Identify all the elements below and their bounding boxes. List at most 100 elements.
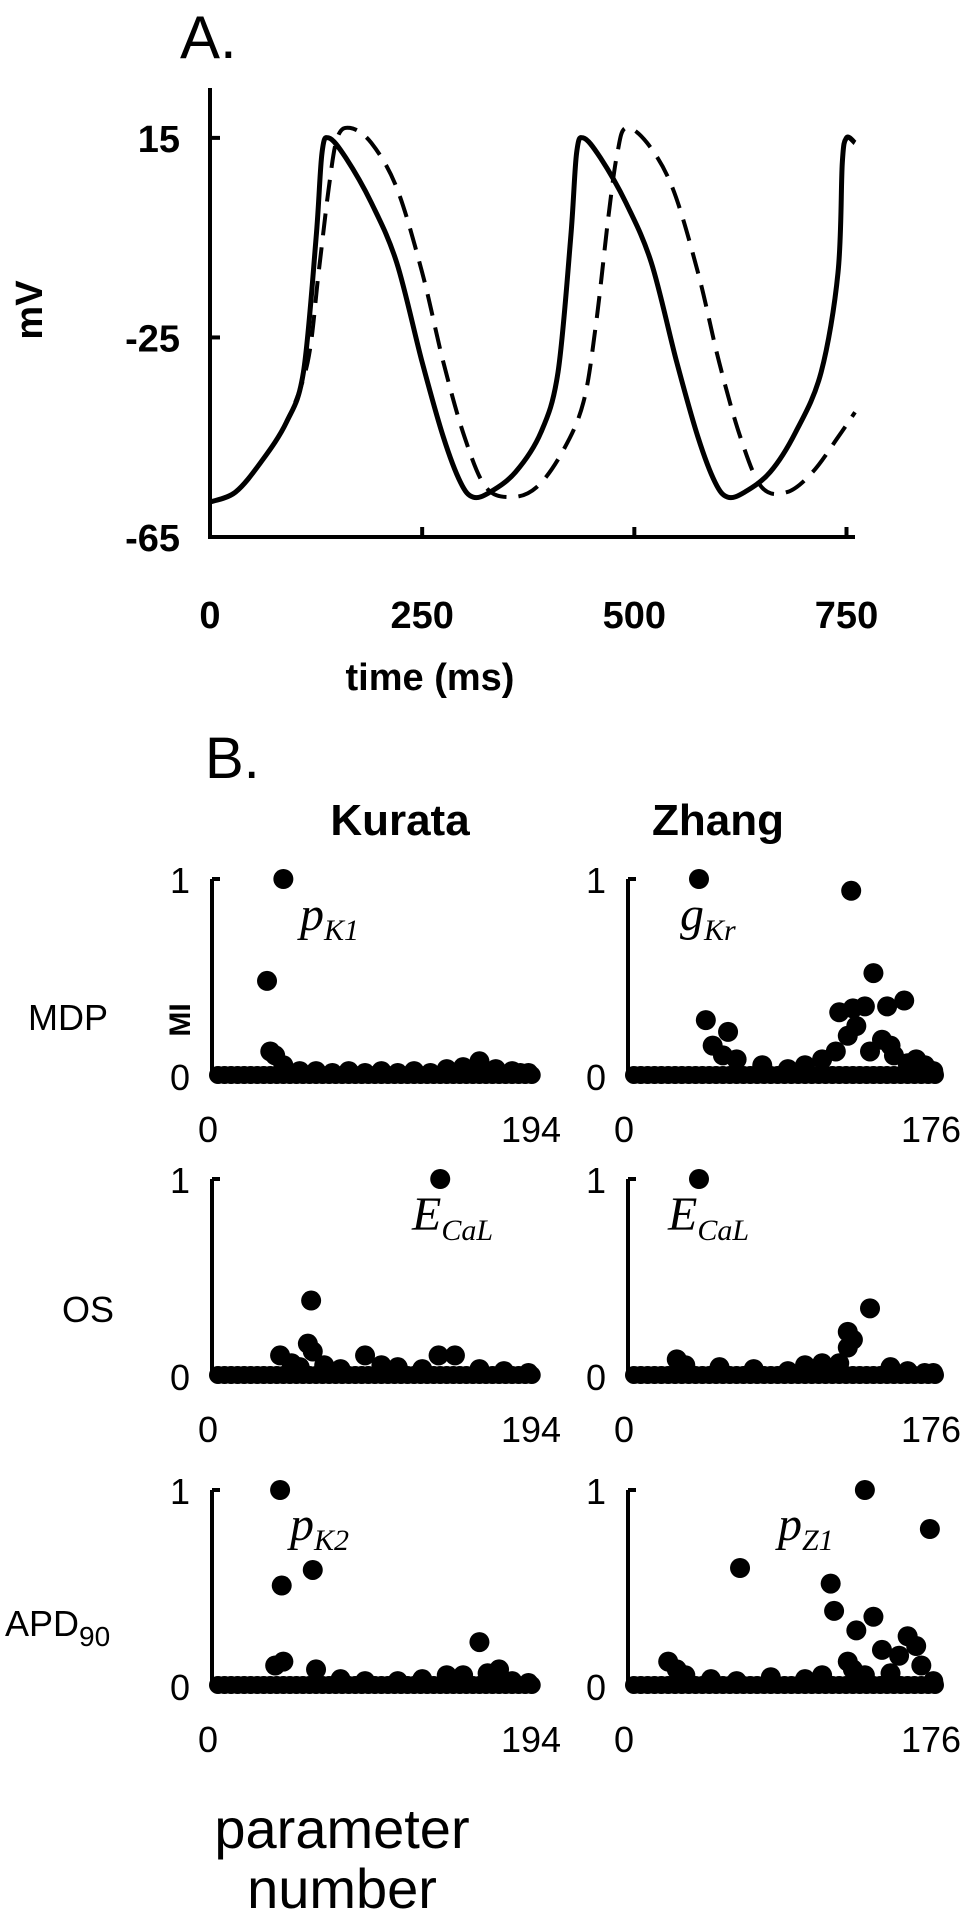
data-point	[371, 1061, 392, 1082]
parameter-annotation: gKr	[680, 888, 736, 947]
panel-a: A. mV time (ms) 15 -25 -65 0 250 500 750	[9, 4, 878, 699]
y-tick-label: 15	[138, 119, 180, 161]
data-point	[743, 1359, 764, 1380]
data-point	[795, 1669, 816, 1690]
data-point	[518, 1673, 539, 1694]
data-point	[387, 1671, 408, 1692]
data-point	[897, 1361, 918, 1382]
x-tick-label: 250	[390, 595, 453, 637]
data-point	[718, 1021, 739, 1042]
y-tick-label: 1	[586, 1471, 606, 1512]
data-point	[302, 1341, 323, 1362]
annotation-base: E	[667, 1188, 697, 1241]
data-point	[306, 1659, 327, 1680]
data-point	[485, 1059, 506, 1080]
data-point	[860, 1298, 881, 1319]
data-point	[777, 1361, 798, 1382]
model-header-zhang: Zhang	[652, 796, 784, 845]
data-point	[795, 1055, 816, 1076]
y-tick-label: 1	[586, 860, 606, 901]
y-tick-label: 1	[170, 1471, 190, 1512]
data-point	[726, 1671, 747, 1692]
annotation-base: p	[287, 1498, 314, 1551]
data-point	[330, 1669, 351, 1690]
data-point	[469, 1359, 490, 1380]
data-point	[777, 1059, 798, 1080]
data-point	[675, 1665, 696, 1686]
data-point	[289, 1061, 310, 1082]
data-point	[877, 996, 898, 1017]
data-point	[730, 1558, 751, 1578]
data-point	[430, 1169, 451, 1189]
data-point	[257, 970, 278, 991]
annotation-base: g	[680, 888, 704, 941]
data-point	[493, 1361, 514, 1382]
data-point	[863, 963, 884, 984]
data-point	[824, 1600, 845, 1621]
parameter-annotation: ECaL	[667, 1188, 749, 1247]
data-point	[273, 1651, 294, 1672]
data-point	[923, 1671, 944, 1692]
data-point	[894, 990, 915, 1011]
data-point	[854, 1480, 875, 1500]
model-header-kurata: Kurata	[330, 796, 470, 845]
data-point	[812, 1353, 833, 1374]
data-point	[453, 1057, 474, 1078]
series-dashed-line	[209, 125, 857, 504]
row-label-os: OS	[62, 1289, 114, 1330]
y-tick-label: -65	[125, 518, 180, 560]
data-point	[700, 1669, 721, 1690]
data-point	[846, 1016, 867, 1036]
x-tick-label: 194	[501, 1109, 561, 1150]
x-tick-label: 0	[198, 1109, 218, 1150]
data-point	[911, 1655, 932, 1676]
annotation-base: E	[411, 1188, 441, 1241]
y-tick-label: 0	[170, 1667, 190, 1708]
data-point	[829, 1353, 850, 1374]
data-point	[675, 1355, 696, 1376]
data-point	[404, 1061, 425, 1082]
mi-axis-label: MI	[164, 1003, 197, 1036]
data-point	[412, 1669, 433, 1690]
scatter-panel-kurata-os: 1 00 194 ECaL	[170, 1160, 561, 1450]
scatter-panel-kurata-apd90: 1 00 194 pK2	[170, 1471, 561, 1760]
x-tick-label: 194	[501, 1409, 561, 1450]
data-point	[825, 1041, 846, 1062]
data-point	[518, 1063, 539, 1084]
x-tick-label: 0	[198, 1409, 218, 1450]
data-point	[726, 1049, 747, 1070]
data-point	[919, 1519, 940, 1539]
data-point	[436, 1665, 457, 1686]
x-tick-label: 0	[614, 1409, 634, 1450]
data-point	[688, 1169, 709, 1189]
panel-a-label: A.	[180, 4, 237, 71]
data-point	[880, 1663, 901, 1684]
series-solid-line	[209, 134, 857, 505]
x-tick-label: 500	[603, 595, 666, 637]
annotation-base: p	[775, 1498, 802, 1551]
x-tick-label: 194	[501, 1719, 561, 1760]
data-point	[854, 996, 875, 1017]
row-label-mdp: MDP	[28, 997, 108, 1038]
data-point	[889, 1645, 910, 1666]
annotation-subscript: Kr	[703, 914, 736, 947]
data-point	[906, 1636, 927, 1656]
data-point	[273, 1055, 294, 1076]
data-point	[923, 1363, 944, 1384]
row-label-apd-subscript: 90	[79, 1621, 110, 1652]
x-tick-label: 0	[198, 1719, 218, 1760]
data-point	[469, 1051, 490, 1072]
panel-b-label: B.	[205, 726, 260, 791]
data-point	[412, 1359, 433, 1380]
parameter-annotation: pK1	[297, 888, 359, 947]
data-point	[695, 1010, 716, 1031]
parameter-annotation: pK2	[287, 1498, 349, 1557]
data-point	[854, 1665, 875, 1686]
data-point	[752, 1055, 773, 1076]
data-point	[302, 1559, 323, 1580]
data-point	[820, 1573, 841, 1594]
panel-a-ticks: 15 -25 -65 0 250 500 750	[125, 119, 878, 637]
data-point	[453, 1665, 474, 1686]
data-point	[330, 1359, 351, 1380]
